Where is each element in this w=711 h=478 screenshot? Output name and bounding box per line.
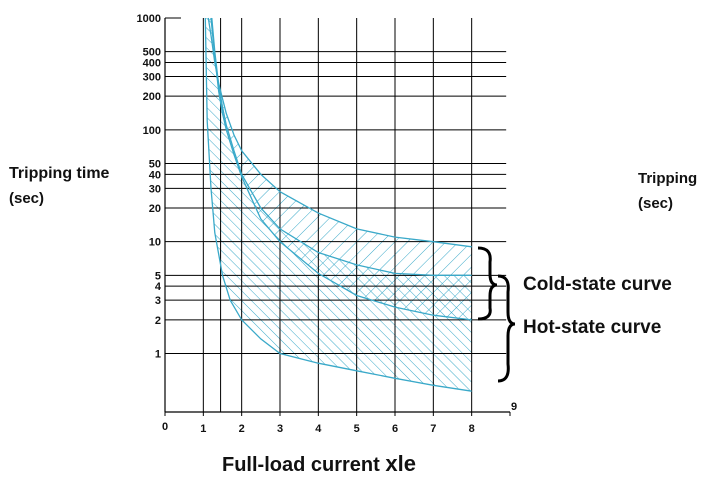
y-tick-label: 500 (143, 47, 161, 59)
band-hot (205, 18, 472, 392)
x-tick-label: 3 (277, 423, 283, 435)
x-tick-label: 8 (469, 423, 475, 435)
y-tick-label: 4 (155, 281, 162, 293)
cold-state-curve-label: Cold-state curve (523, 274, 672, 295)
y-tick-label: 1000 (137, 13, 161, 25)
y-tick-label: 3 (155, 295, 161, 307)
y-axis-label-right-line2: (sec) (638, 195, 673, 212)
x-tick-label: 0 (162, 421, 168, 433)
grid (164, 17, 511, 416)
cold-state-brace (477, 246, 498, 321)
x-tick-label: 4 (315, 423, 322, 435)
hot-state-brace (497, 274, 516, 383)
x-tick-label: 6 (392, 423, 398, 435)
y-axis-label-line1: Tripping time (9, 165, 110, 182)
y-axis-label-right-line1: Tripping (638, 170, 697, 187)
x-tick-label: 7 (430, 423, 436, 435)
y-tick-label: 200 (143, 91, 161, 103)
y-tick-label: 5 (155, 270, 161, 282)
x-tick-label: 2 (239, 423, 245, 435)
y-tick-label: 10 (149, 237, 161, 249)
y-tick-label: 2 (155, 315, 161, 327)
curve-bands (205, 18, 472, 392)
band-cold (208, 18, 472, 320)
x-tick-label: 9 (511, 401, 517, 413)
curve-hot-lower (204, 17, 472, 392)
y-tick-label: 30 (149, 183, 161, 195)
curve-outlines (204, 17, 472, 392)
hot-state-curve-label: Hot-state curve (523, 317, 661, 338)
y-tick-label: 50 (149, 159, 161, 171)
y-tick-label: 100 (143, 125, 161, 137)
y-axis-label-line2: (sec) (9, 190, 44, 207)
x-tick-label: 1 (200, 423, 206, 435)
y-tick-label: 400 (143, 58, 161, 70)
y-tick-label: 40 (149, 169, 161, 181)
x-tick-label: 5 (354, 423, 360, 435)
y-tick-label: 1 (155, 349, 161, 361)
y-tick-label: 20 (149, 203, 161, 215)
curve-hot-upper (211, 17, 472, 276)
curve-cold-lower (210, 17, 472, 321)
x-axis-label: Full-load current xle (222, 451, 416, 476)
y-tick-label: 300 (143, 71, 161, 83)
